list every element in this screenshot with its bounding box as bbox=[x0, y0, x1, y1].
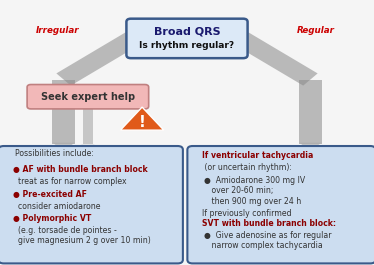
Text: ●  Amiodarone 300 mg IV: ● Amiodarone 300 mg IV bbox=[204, 176, 305, 185]
Polygon shape bbox=[81, 145, 95, 149]
Text: ●  Give adenosine as for regular: ● Give adenosine as for regular bbox=[204, 231, 331, 240]
Text: Regular: Regular bbox=[297, 26, 335, 35]
Polygon shape bbox=[52, 80, 75, 144]
Text: give magnesium 2 g over 10 min): give magnesium 2 g over 10 min) bbox=[13, 236, 151, 245]
Text: SVT with bundle branch block:: SVT with bundle branch block: bbox=[202, 219, 336, 228]
Text: Irregular: Irregular bbox=[36, 26, 80, 35]
Polygon shape bbox=[83, 107, 92, 144]
Text: then 900 mg over 24 h: then 900 mg over 24 h bbox=[204, 197, 301, 206]
Text: (e.g. torsade de pointes -: (e.g. torsade de pointes - bbox=[13, 226, 117, 235]
Polygon shape bbox=[52, 143, 75, 151]
Text: Is rhythm regular?: Is rhythm regular? bbox=[140, 41, 234, 50]
Text: Seek expert help: Seek expert help bbox=[41, 92, 135, 102]
Text: over 20-60 min;: over 20-60 min; bbox=[204, 186, 273, 195]
Polygon shape bbox=[56, 32, 140, 86]
Polygon shape bbox=[234, 32, 318, 86]
Text: If previously confirmed: If previously confirmed bbox=[202, 209, 292, 218]
Polygon shape bbox=[299, 80, 322, 144]
Text: ● Pre-excited AF: ● Pre-excited AF bbox=[13, 190, 87, 199]
FancyBboxPatch shape bbox=[27, 85, 149, 109]
Polygon shape bbox=[299, 143, 322, 151]
Text: (or uncertain rhythm):: (or uncertain rhythm): bbox=[202, 163, 292, 172]
Text: consider amiodarone: consider amiodarone bbox=[13, 202, 101, 211]
Text: ● Polymorphic VT: ● Polymorphic VT bbox=[13, 214, 92, 223]
FancyBboxPatch shape bbox=[187, 146, 374, 263]
Text: treat as for narrow complex: treat as for narrow complex bbox=[13, 177, 127, 186]
Text: Broad QRS: Broad QRS bbox=[154, 27, 220, 37]
Text: narrow complex tachycardia: narrow complex tachycardia bbox=[204, 241, 323, 250]
Text: Possibilities include:: Possibilities include: bbox=[15, 149, 94, 158]
FancyBboxPatch shape bbox=[0, 146, 183, 263]
Polygon shape bbox=[120, 107, 164, 130]
Text: !: ! bbox=[139, 115, 145, 130]
Text: ● AF with bundle branch block: ● AF with bundle branch block bbox=[13, 165, 148, 174]
Text: If ventricular tachycardia: If ventricular tachycardia bbox=[202, 151, 313, 160]
FancyBboxPatch shape bbox=[126, 19, 248, 58]
